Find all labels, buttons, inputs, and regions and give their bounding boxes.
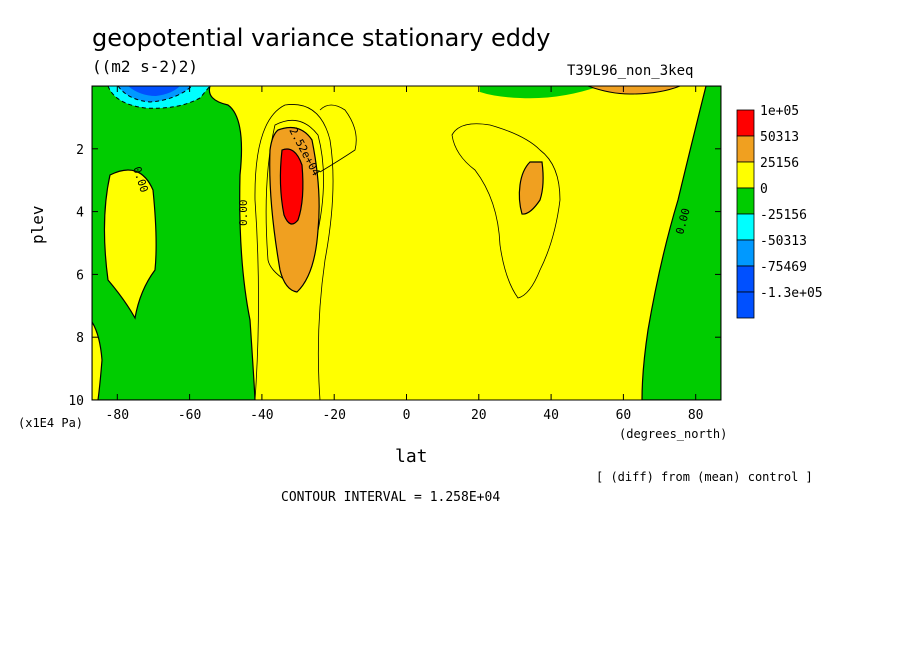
contour-label: 0.00 [237,200,250,227]
red-core-south [279,148,304,225]
colorbar-swatch [736,213,755,241]
contour-fills [92,86,721,400]
colorbar-swatch [736,109,755,137]
x-tick-label: 80 [688,408,704,423]
colorbar-label: -1.3e+05 [760,286,823,301]
x-tick-label: -80 [106,408,129,423]
colorbar-swatch [736,187,755,215]
contour-interval: CONTOUR INTERVAL = 1.258E+04 [281,490,501,505]
colorbar-label: -25156 [760,208,807,223]
colorbar-swatch [736,291,755,319]
dashed-blue-center [128,86,180,96]
x-tick-label: 60 [616,408,632,423]
y-axis: 2 4 6 8 10 [68,143,721,409]
x-ticks: -80 -60 -40 -20 0 20 40 60 80 [106,86,704,423]
diff-note: [ (diff) from (mean) control ] [596,470,813,484]
x-axis: -80 -60 -40 -20 0 20 40 60 80 [106,86,704,423]
colorbar-label: -75469 [760,260,807,275]
colorbar: 1e+05 50313 25156 0 -25156 -50313 -75469 -1.3e+… [736,104,823,319]
orange-region-north [518,161,544,215]
y-tick-label: 6 [76,268,84,283]
colorbar-swatch [736,239,755,267]
green-region-north [641,86,721,400]
run-label: T39L96_non_3keq [567,63,694,79]
colorbar-label: 50313 [760,130,799,145]
green-region-south [92,86,256,400]
y-ticks: 2 4 6 8 10 [68,143,721,409]
x-axis-label: lat [395,446,428,467]
x-tick-label: 40 [543,408,559,423]
x-tick-label: -40 [250,408,273,423]
y-axis-unit: (x1E4 Pa) [18,416,84,430]
x-tick-label: 20 [471,408,487,423]
colorbar-swatch [736,265,755,293]
colorbar-swatch [736,161,755,189]
x-axis-unit: (degrees_north) [619,427,728,441]
chart-title: geopotential variance stationary eddy [92,24,551,52]
green-cap-north [480,86,600,99]
x-tick-label: -60 [178,408,201,423]
contour-line-thin-center [319,104,357,173]
y-axis-label: plev [28,205,47,244]
yellow-lobe-south [103,169,157,320]
colorbar-label: 1e+05 [760,104,799,119]
colorbar-label: -50313 [760,234,807,249]
y-tick-label: 10 [68,394,84,409]
orange-cap-north [587,86,681,95]
x-tick-label: -20 [322,408,345,423]
colorbar-label: 25156 [760,156,799,171]
yellow-corner-south [92,320,103,400]
colorbar-swatch [736,135,755,163]
contour-line-thin-north [451,123,561,299]
x-tick-label: 0 [403,408,411,423]
y-tick-label: 4 [76,206,84,221]
chart-units: ((m2 s-2)2) [92,57,198,76]
y-tick-label: 2 [76,143,84,158]
contour-line-thin-south [254,104,334,400]
y-tick-label: 8 [76,331,84,346]
colorbar-label: 0 [760,182,768,197]
